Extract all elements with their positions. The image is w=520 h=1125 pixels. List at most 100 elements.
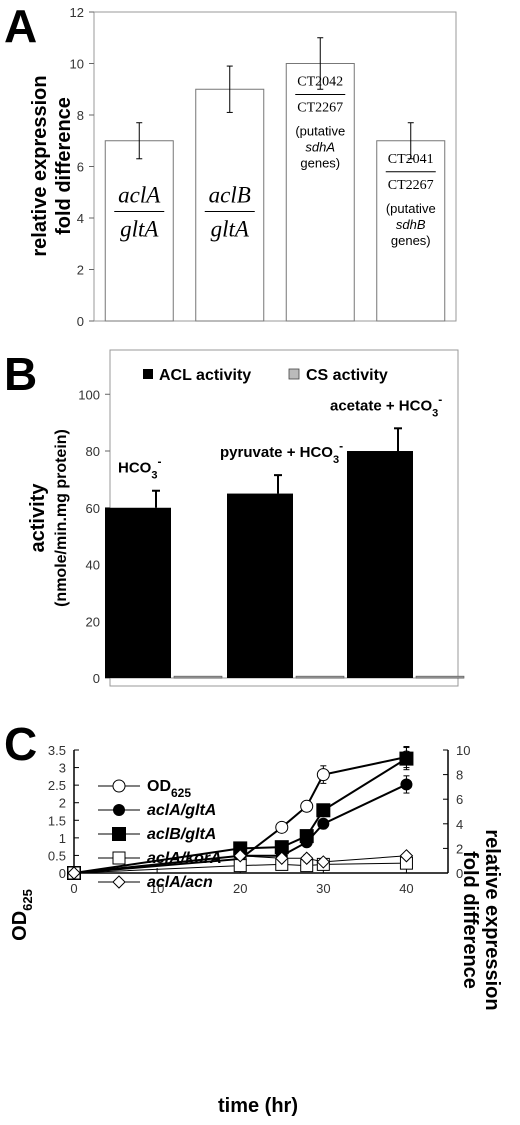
legend-marker-aclB-gltA xyxy=(112,827,126,841)
y-axis-title-c-right-line1: relative expression xyxy=(481,829,503,1010)
legend-label-aclB-gltA: aclB/gltA xyxy=(147,826,216,843)
data-point-aclB-gltA xyxy=(399,751,414,766)
y-axis-title-b-line1: activity xyxy=(27,483,49,553)
legend-marker-OD xyxy=(112,779,126,793)
y-tick-label-b: 40 xyxy=(86,558,100,573)
series-line-aclA-acn xyxy=(73,855,407,874)
data-point-OD xyxy=(300,799,314,813)
x-tick-label-c: 20 xyxy=(233,881,247,896)
legend-label-aclA-korA: aclA/korA xyxy=(147,850,222,867)
legend-label-cs: CS activity xyxy=(306,367,388,384)
condition-label: acetate + HCO3- xyxy=(330,392,442,419)
chart-panel-a: relative expression fold difference 0 2 4 6… xyxy=(29,5,457,329)
y-tick-label-a: 12 xyxy=(70,5,84,20)
y-tick-label-c-left: 0.5 xyxy=(48,848,66,863)
y-tick-label-a: 6 xyxy=(77,160,84,175)
y-tick-label-c-right: 6 xyxy=(456,792,463,807)
y-tick-label-c-left: 1 xyxy=(59,831,66,846)
y-tick-label-b: 100 xyxy=(78,387,100,402)
legend-swatch-cs xyxy=(288,368,300,380)
bar-cs-activity xyxy=(295,675,345,679)
y-tick-label-c-left: 2 xyxy=(59,796,66,811)
series-line-OD xyxy=(73,756,407,874)
data-point-aclA-acn xyxy=(300,851,314,865)
y-axis-title-c-left: OD625 xyxy=(9,889,35,941)
y-tick-label-b: 80 xyxy=(86,444,100,459)
bar-aclA/gltA xyxy=(104,140,174,322)
x-axis-title-c: time (hr) xyxy=(218,1095,298,1117)
y-tick-label-b: 0 xyxy=(93,671,100,686)
y-tick-label-b: 60 xyxy=(86,501,100,516)
legend-swatch-acl xyxy=(143,369,153,379)
legend-label-OD: OD625 xyxy=(147,778,191,800)
bar-label-denominator: gltA xyxy=(120,217,159,242)
series-line-aclA-korA xyxy=(73,862,407,874)
y-tick-label-c-right: 8 xyxy=(456,768,463,783)
bar-acl-activity xyxy=(227,493,293,678)
data-point-aclA-gltA xyxy=(400,778,413,791)
bar-label-note: genes) xyxy=(391,233,431,248)
bar-label-note: genes) xyxy=(300,156,340,171)
y-tick-label-c-left: 3 xyxy=(59,761,66,776)
y-tick-label-a: 2 xyxy=(77,263,84,278)
panel-letter-c: C xyxy=(4,718,37,770)
y-tick-label-c-left: 0 xyxy=(59,866,66,881)
bar-label-denominator: CT2267 xyxy=(297,101,343,116)
legend-marker-aclA-acn xyxy=(112,875,126,889)
y-tick-label-c-left: 1.5 xyxy=(48,813,66,828)
bar-cs-activity xyxy=(173,675,223,679)
legend-label-aclA-acn: aclA/acn xyxy=(147,874,213,891)
legend-marker-aclA-korA xyxy=(112,851,126,865)
data-point-aclB-gltA xyxy=(316,803,331,818)
bar-acl-activity xyxy=(347,451,413,678)
bar-CT2041/CT2267 xyxy=(376,140,446,322)
y-tick-label-a: 10 xyxy=(70,57,84,72)
bar-label-denominator: CT2267 xyxy=(388,178,434,193)
y-tick-label-b: 20 xyxy=(86,614,100,629)
y-axis-title-b-line2: (nmole/min.mg protein) xyxy=(53,429,70,607)
condition-label: HCO3- xyxy=(118,455,161,482)
bar-label-note: (putative xyxy=(295,124,345,139)
panel-letter-b: B xyxy=(4,348,37,400)
bar-label-numerator: aclB xyxy=(209,183,251,208)
panel-letter-a: A xyxy=(4,0,37,52)
bar-aclB/gltA xyxy=(195,88,265,322)
bar-cs-activity xyxy=(415,675,465,679)
y-axis-title-a-line1: relative expression xyxy=(29,75,51,256)
data-point-aclB-gltA xyxy=(299,829,314,844)
y-tick-label-c-right: 10 xyxy=(456,743,470,758)
chart-panel-b: activity (nmole/min.mg protein) 0 20 40 60 8… xyxy=(27,349,465,687)
bar-label-numerator: CT2042 xyxy=(297,75,343,90)
bar-label-numerator: aclA xyxy=(118,183,161,208)
y-tick-label-c-left: 2.5 xyxy=(48,778,66,793)
data-point-OD xyxy=(316,768,330,782)
y-tick-label-a: 0 xyxy=(77,314,84,329)
legend-label-aclA-gltA: aclA/gltA xyxy=(147,802,216,819)
data-point-aclB-gltA xyxy=(233,841,248,856)
chart-panel-c: time (hr) relative expression fold diffe… xyxy=(9,743,503,1117)
x-tick-label-c: 40 xyxy=(399,881,413,896)
bar-label-note: sdhA xyxy=(305,140,335,155)
y-tick-label-c-right: 2 xyxy=(456,841,463,856)
data-point-aclA-acn xyxy=(316,855,331,869)
bar-label-denominator: gltA xyxy=(211,217,250,242)
bar-label-numerator: CT2041 xyxy=(388,152,434,167)
y-tick-label-a: 4 xyxy=(77,211,84,226)
bar-label-note: (putative xyxy=(386,201,436,216)
data-point-aclA-acn xyxy=(67,866,81,880)
x-tick-label-c: 30 xyxy=(316,881,330,896)
legend-marker-aclA-gltA xyxy=(113,804,125,816)
y-tick-label-c-right: 4 xyxy=(456,817,463,832)
bar-acl-activity xyxy=(105,507,171,678)
legend-label-acl: ACL activity xyxy=(159,367,251,384)
y-axis-title-c-right-line2: fold difference xyxy=(459,851,481,989)
y-tick-label-c-right: 0 xyxy=(456,866,463,881)
y-tick-label-a: 8 xyxy=(77,108,84,123)
data-point-aclA-gltA xyxy=(317,817,330,830)
data-point-aclA-acn xyxy=(399,849,414,863)
x-tick-label-c: 10 xyxy=(150,881,164,896)
x-tick-label-c: 0 xyxy=(70,881,77,896)
bar-label-note: sdhB xyxy=(396,217,426,232)
data-point-aclA-acn xyxy=(233,849,247,863)
